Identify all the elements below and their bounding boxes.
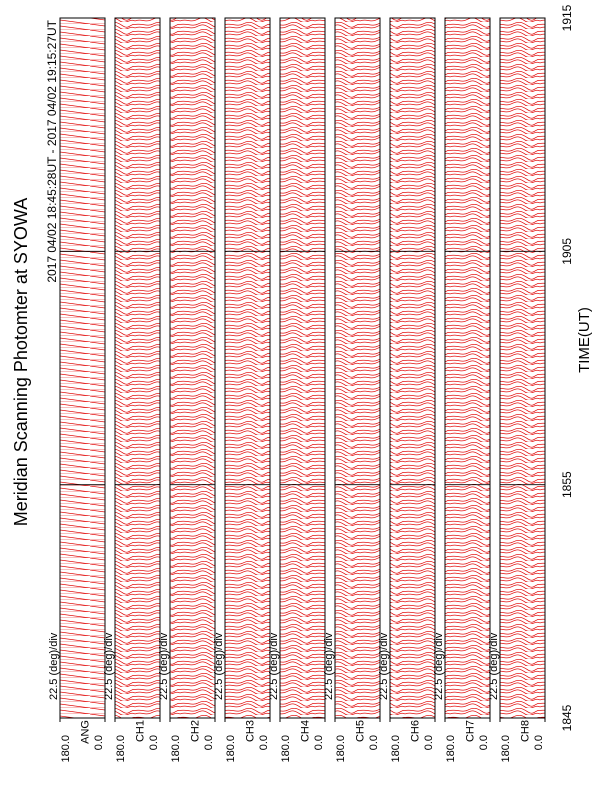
scale-label: 22.5 (deg)/div — [213, 632, 225, 700]
x-tick-label: 1915 — [560, 4, 574, 31]
y-tick-label: 0.0 — [478, 735, 490, 750]
y-tick-label: 0.0 — [93, 735, 105, 750]
panel-name: ANG — [79, 720, 91, 744]
panel-frame — [279, 17, 326, 719]
panel-frame — [169, 17, 216, 719]
scale-label: 22.5 (deg)/div — [103, 632, 115, 700]
x-axis-label: TIME(UT) — [576, 307, 593, 373]
panel-frame — [499, 17, 546, 719]
panel-frame — [224, 17, 271, 719]
scale-label: 22.5 (deg)/div — [323, 632, 335, 700]
panel-name: CH5 — [354, 720, 366, 742]
y-tick-label: 0.0 — [368, 735, 380, 750]
panel-name: CH8 — [519, 720, 531, 742]
scale-label: 22.5 (deg)/div — [48, 632, 60, 700]
panel-name: CH1 — [134, 720, 146, 742]
panel-frame — [444, 17, 491, 719]
chart-title: Meridian Scanning Photomter at SYOWA — [11, 198, 31, 526]
scale-label: 22.5 (deg)/div — [268, 632, 280, 700]
plot-area: Meridian Scanning Photomter at SYOWA 201… — [11, 4, 593, 762]
scale-label: 22.5 (deg)/div — [488, 632, 500, 700]
scan-traces — [390, 18, 435, 718]
scan-traces — [445, 18, 490, 718]
chart-subtitle: 2017 04/02 18:45:28UT - 2017 04/02 19:15… — [45, 19, 59, 282]
y-tick-label: 180.0 — [500, 735, 512, 763]
x-tick-label: 1845 — [560, 704, 574, 731]
scan-traces — [170, 18, 215, 718]
y-tick-label: 0.0 — [258, 735, 270, 750]
y-tick-label: 180.0 — [225, 735, 237, 763]
panel-frame — [59, 17, 106, 719]
y-tick-label: 0.0 — [423, 735, 435, 750]
y-tick-label: 180.0 — [445, 735, 457, 763]
panel-name: CH6 — [409, 720, 421, 742]
panel-name: CH7 — [464, 720, 476, 742]
scan-traces — [280, 18, 325, 718]
scan-traces — [60, 18, 105, 718]
scale-label: 22.5 (deg)/div — [158, 632, 170, 700]
scale-label: 22.5 (deg)/div — [378, 632, 390, 700]
y-tick-label: 180.0 — [280, 735, 292, 763]
panel-frame — [114, 17, 161, 719]
scan-traces — [335, 18, 380, 718]
panel-name: CH3 — [244, 720, 256, 742]
y-tick-label: 180.0 — [115, 735, 127, 763]
panel-frame — [389, 17, 436, 719]
x-tick-label: 1855 — [560, 471, 574, 498]
y-tick-label: 180.0 — [170, 735, 182, 763]
x-tick-label: 1905 — [560, 238, 574, 265]
panel-name: CH4 — [299, 720, 311, 742]
y-tick-label: 0.0 — [148, 735, 160, 750]
scale-label: 22.5 (deg)/div — [433, 632, 445, 700]
panel-name: CH2 — [189, 720, 201, 742]
y-tick-label: 0.0 — [203, 735, 215, 750]
y-tick-label: 0.0 — [313, 735, 325, 750]
y-tick-label: 180.0 — [335, 735, 347, 763]
y-tick-label: 180.0 — [60, 735, 72, 763]
y-tick-label: 180.0 — [390, 735, 402, 763]
scan-traces — [225, 18, 270, 718]
scan-traces — [500, 18, 545, 718]
panel-frame — [334, 17, 381, 719]
scan-traces — [115, 18, 160, 718]
y-tick-label: 0.0 — [533, 735, 545, 750]
